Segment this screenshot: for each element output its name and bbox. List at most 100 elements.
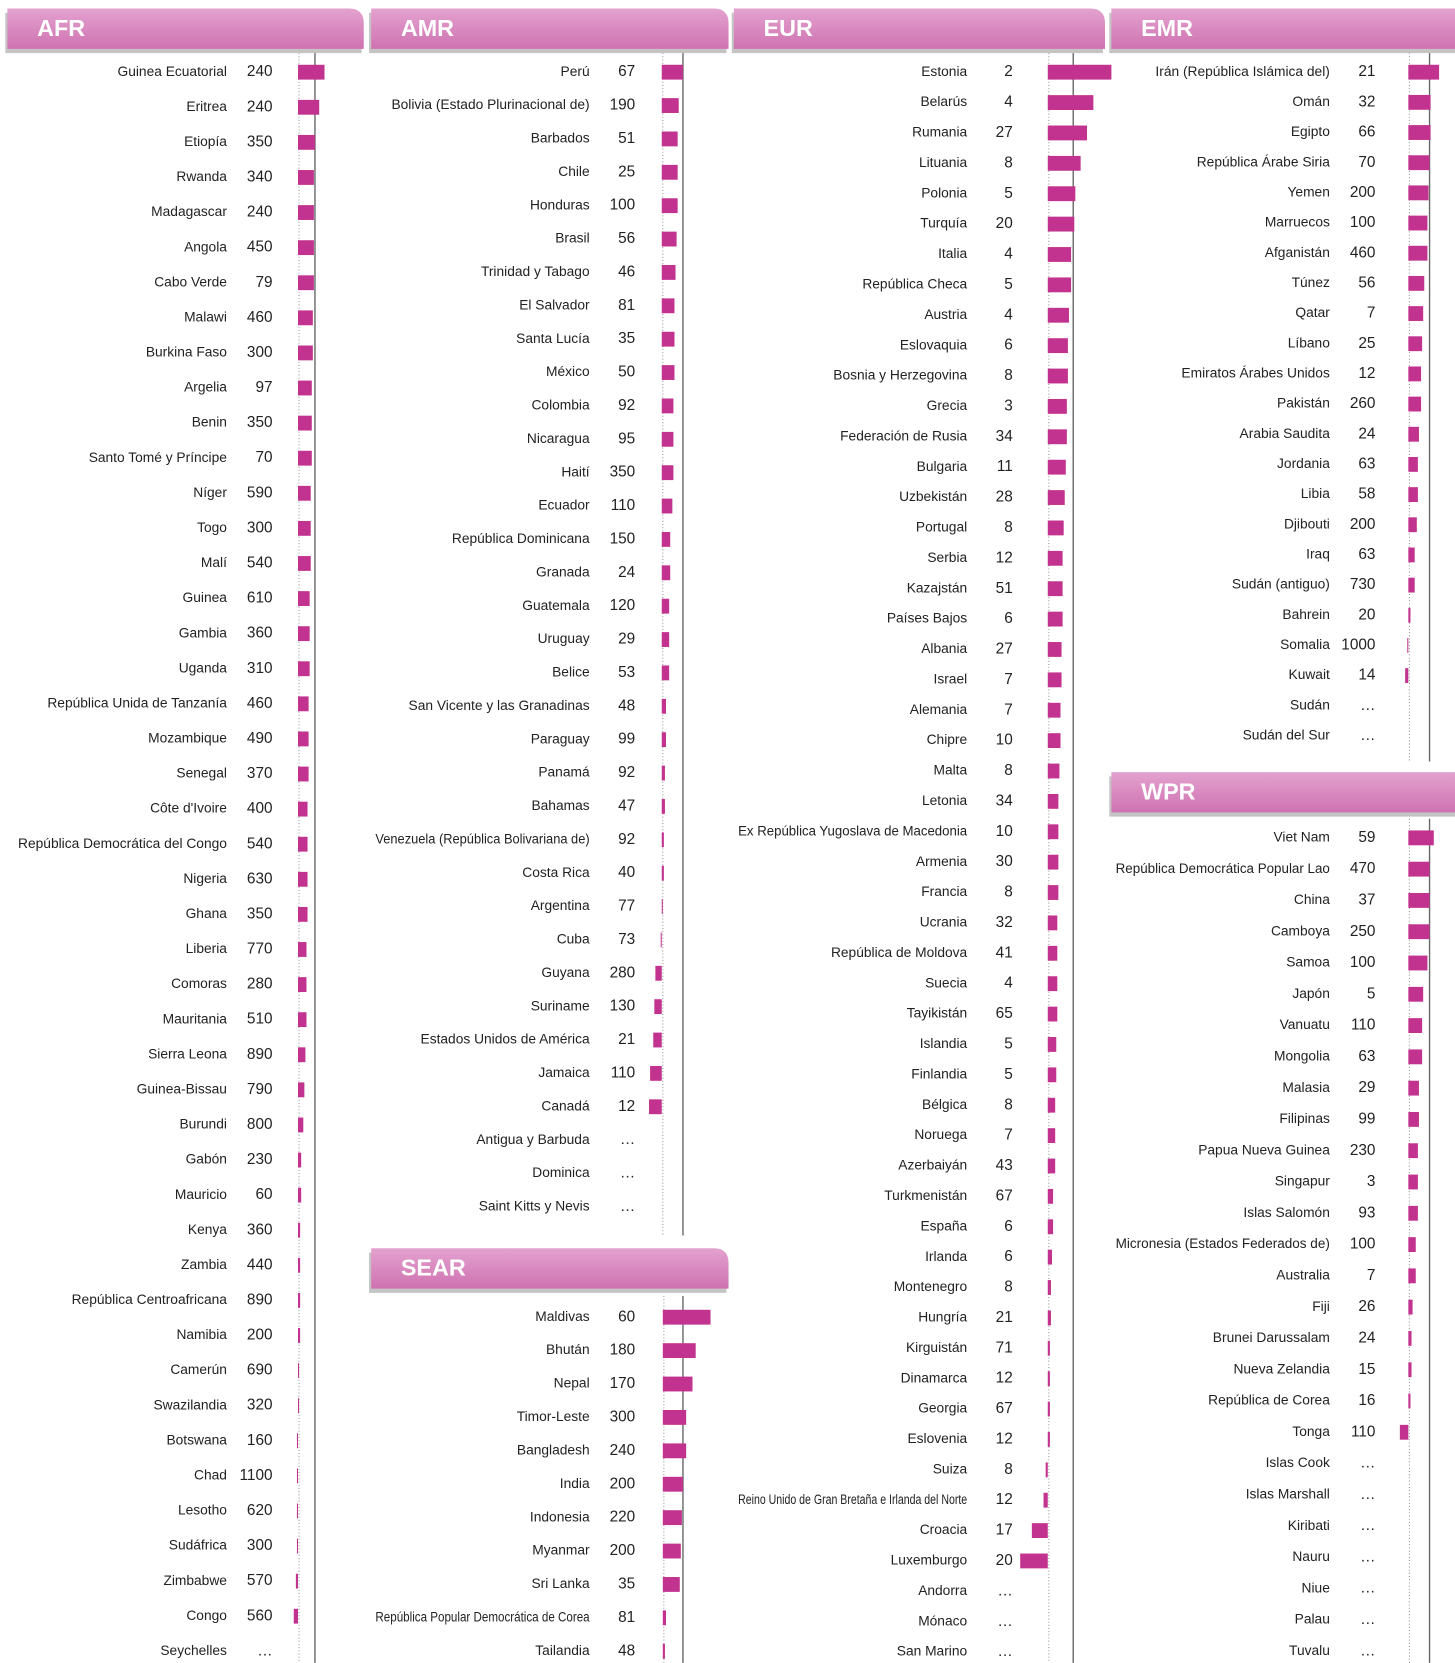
bar <box>661 198 678 214</box>
value: … <box>1360 1642 1375 1659</box>
value: 230 <box>247 1151 273 1168</box>
country-name: Barbados <box>531 131 590 146</box>
country-name: Canadá <box>541 1098 590 1113</box>
bar <box>297 240 314 256</box>
value: 770 <box>247 941 273 958</box>
bar <box>662 1443 687 1459</box>
bar <box>1405 668 1409 684</box>
country-name: Sudáfrica <box>169 1538 227 1553</box>
bar <box>1047 338 1068 354</box>
value: 29 <box>1358 1079 1375 1096</box>
bar <box>1047 186 1076 202</box>
country-name: Togo <box>197 520 227 535</box>
country-name: Federación de Rusia <box>840 428 967 443</box>
country-name: Sri Lanka <box>531 1576 589 1591</box>
country-name: Hungría <box>918 1310 967 1325</box>
country-name: Omán <box>1292 94 1330 109</box>
value: 28 <box>996 489 1013 506</box>
bar <box>296 1538 298 1554</box>
country-name: Palau <box>1295 1612 1330 1627</box>
bar <box>297 1152 302 1168</box>
country-name: Santa Lucía <box>516 331 590 346</box>
country-name: Cabo Verde <box>154 274 227 289</box>
country-name: Guyana <box>541 965 590 980</box>
value: 560 <box>247 1607 273 1624</box>
bar <box>661 798 665 814</box>
bar <box>1047 1401 1050 1417</box>
bar <box>661 598 670 614</box>
value: 250 <box>1350 923 1376 940</box>
value: 51 <box>996 580 1013 597</box>
country-name: Nueva Zelandia <box>1233 1361 1330 1376</box>
country-name: Argelia <box>184 380 227 395</box>
value: 21 <box>618 1031 635 1048</box>
value: 8 <box>1004 1096 1013 1113</box>
bar <box>661 732 666 748</box>
country-name: Malawi <box>184 309 227 324</box>
bar <box>1047 1310 1051 1326</box>
country-name: Tonga <box>1292 1424 1330 1439</box>
bar <box>1408 1237 1416 1252</box>
country-name: Croacia <box>920 1522 968 1537</box>
country-name: Ghana <box>186 906 228 921</box>
country-name: Kirguistán <box>906 1340 967 1355</box>
bar <box>1408 1268 1416 1284</box>
value: … <box>1360 727 1375 744</box>
value: 220 <box>610 1509 636 1526</box>
value: 77 <box>618 898 635 915</box>
country-name: Kiribati <box>1288 1518 1330 1533</box>
value: 200 <box>1350 184 1376 201</box>
country-name: Mongolia <box>1274 1048 1330 1063</box>
bar <box>297 64 325 80</box>
value: 8 <box>1004 154 1013 171</box>
bar <box>1408 487 1418 503</box>
value: 1100 <box>240 1467 273 1484</box>
value: 59 <box>1358 829 1375 846</box>
value: … <box>620 1198 635 1215</box>
value: 440 <box>247 1256 273 1273</box>
bar <box>1047 702 1061 718</box>
bar <box>649 1099 662 1115</box>
country-name: Swazilandia <box>153 1397 227 1412</box>
bar <box>297 1292 301 1308</box>
value: 350 <box>247 905 273 922</box>
value: 730 <box>1350 576 1376 593</box>
value: 67 <box>618 63 635 80</box>
value: 610 <box>247 590 273 607</box>
value: 230 <box>1350 1142 1376 1159</box>
country-name: Tailandia <box>535 1643 590 1658</box>
bar <box>1047 520 1064 536</box>
country-name: Líbano <box>1288 335 1330 350</box>
value: 300 <box>247 519 273 536</box>
value: 99 <box>618 731 635 748</box>
bar <box>1047 247 1072 262</box>
value: 460 <box>1350 244 1376 261</box>
value: 53 <box>618 664 635 681</box>
bar <box>297 1187 302 1203</box>
country-name: Luxemburgo <box>891 1553 968 1568</box>
value: 11 <box>997 458 1013 475</box>
value: 7 <box>1367 1267 1376 1284</box>
country-name: República Centroafricana <box>72 1292 228 1307</box>
value: 3 <box>1367 1173 1376 1190</box>
value: 200 <box>1350 516 1376 533</box>
bar <box>1047 368 1068 384</box>
bar <box>653 1032 662 1048</box>
value: 280 <box>247 976 273 993</box>
country-name: Egipto <box>1291 124 1330 139</box>
bar <box>1047 1037 1057 1052</box>
bar <box>1408 155 1430 171</box>
country-name: Colombia <box>531 398 589 413</box>
country-name: Islandia <box>920 1036 968 1051</box>
bar <box>661 498 673 514</box>
bar <box>661 331 675 347</box>
country-name: República Árabe Siria <box>1197 153 1330 169</box>
bar <box>295 1573 298 1589</box>
bar <box>297 801 308 817</box>
bar <box>296 1503 298 1519</box>
bar <box>1047 1097 1056 1113</box>
country-name: Indonesia <box>530 1509 590 1524</box>
bar <box>650 1065 662 1081</box>
value: 8 <box>1004 762 1013 779</box>
